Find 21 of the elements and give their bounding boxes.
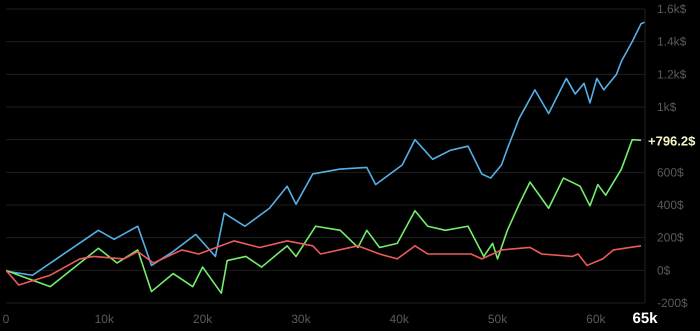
x-tick-label: 40k xyxy=(390,312,410,326)
x-tick-label: 20k xyxy=(192,312,214,326)
y-tick-label: 1.6k$ xyxy=(657,2,687,16)
x-tick-label: 60k xyxy=(586,312,607,326)
line-series xyxy=(6,138,642,294)
x-tick-label: 30k xyxy=(291,312,312,326)
line-series xyxy=(6,21,645,276)
y-tick-label: 600$ xyxy=(657,165,684,180)
x-tick-label: 0 xyxy=(2,312,10,326)
y-tick-label: 200$ xyxy=(657,230,684,245)
y-tick-label: 400$ xyxy=(657,198,684,212)
y-tick-label: 1.2k$ xyxy=(657,67,687,82)
x-tick-label: 50k xyxy=(488,312,508,326)
line-series xyxy=(6,240,642,286)
annotation: +796.2$ xyxy=(648,133,696,148)
x-tick-label: 65k xyxy=(632,310,658,327)
y-tick-label: -200$ xyxy=(657,296,688,310)
x-tick-label: 10k xyxy=(94,312,115,326)
y-tick-label: 0$ xyxy=(657,263,671,278)
y-tick-label: 1k$ xyxy=(657,100,677,114)
y-tick-label: 1.4k$ xyxy=(657,34,687,49)
